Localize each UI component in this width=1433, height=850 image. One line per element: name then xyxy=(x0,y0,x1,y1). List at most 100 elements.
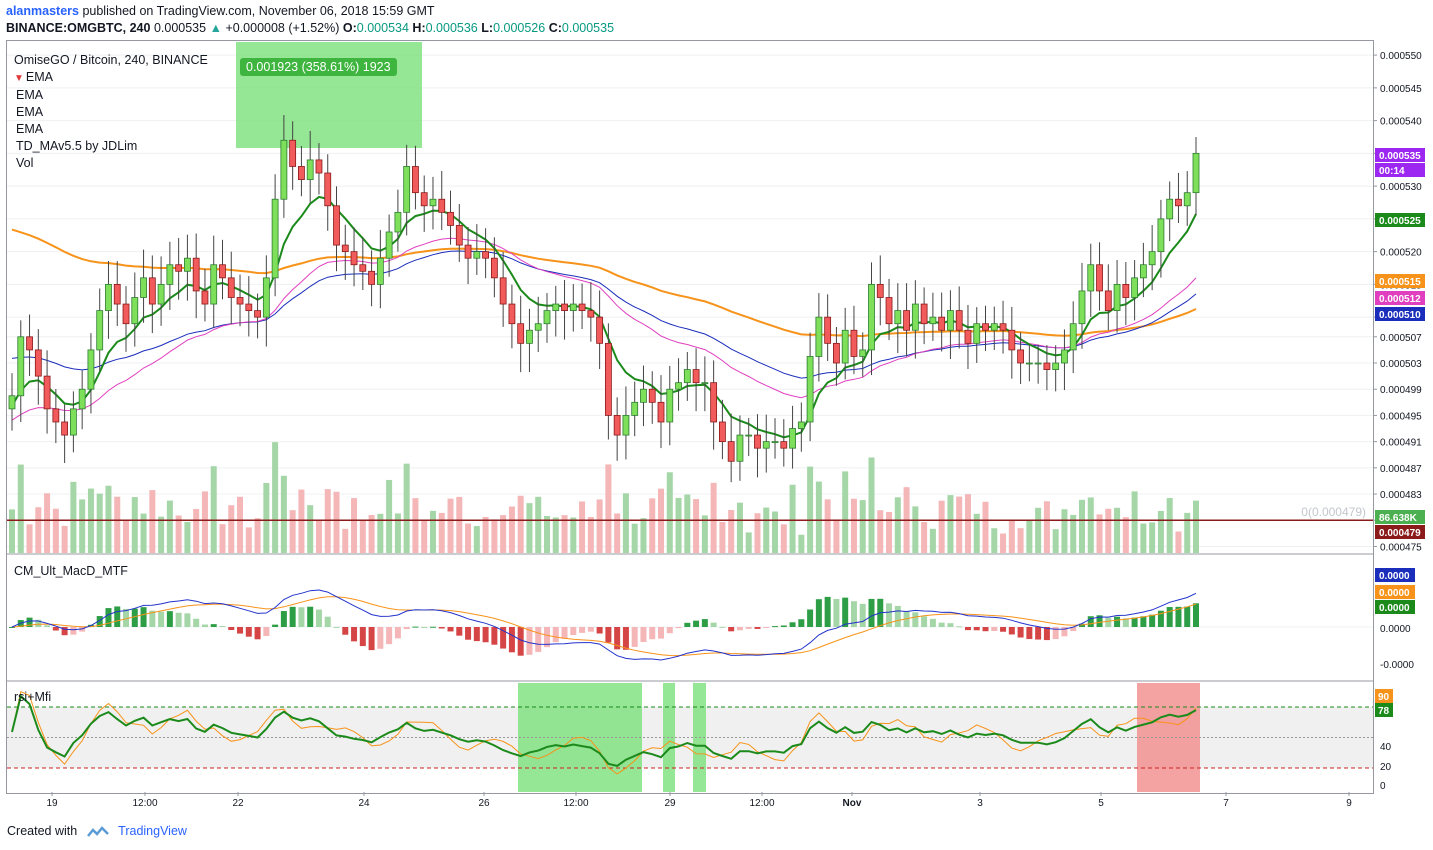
macd-histogram-bar xyxy=(421,626,428,628)
volume-bar xyxy=(1026,519,1033,553)
x-tick-label: 29 xyxy=(664,798,676,809)
volume-bar xyxy=(1166,498,1173,553)
volume-bar xyxy=(561,515,568,553)
macd-axis-label: -0.0000 xyxy=(1380,660,1414,671)
macd-histogram-bar xyxy=(44,625,51,627)
legend-item-ema4[interactable]: EMA xyxy=(16,122,44,136)
macd-histogram-bar xyxy=(123,608,130,627)
volume-bar xyxy=(991,528,998,553)
candle-body xyxy=(306,159,314,180)
ema-fast-line xyxy=(11,195,1197,439)
macd-histogram-bar xyxy=(315,609,322,627)
volume-bar xyxy=(1000,533,1007,553)
macd-histogram-bar xyxy=(140,607,147,627)
volume-bar xyxy=(79,499,86,553)
macd-histogram-bar xyxy=(377,627,384,649)
candle-body xyxy=(131,297,139,325)
candle-body xyxy=(982,323,989,331)
macd-histogram-bar xyxy=(359,627,366,647)
legend-item-vol[interactable]: Vol xyxy=(16,156,34,170)
high-label: H: xyxy=(412,21,426,35)
candle-body xyxy=(175,264,183,272)
volume-bar xyxy=(1122,517,1129,553)
macd-line xyxy=(11,589,1197,661)
legend-item-td-ma[interactable]: TD_MAv5.5 by JDLim xyxy=(16,139,138,153)
macd-histogram-bar xyxy=(815,599,822,627)
open-value: 0.000534 xyxy=(356,21,409,35)
macd-histogram-bar xyxy=(193,618,200,627)
legend-item-ema3[interactable]: EMA xyxy=(16,105,44,119)
price-label: 86.638K xyxy=(1379,513,1418,524)
macd-histogram-bar xyxy=(780,625,787,627)
volume-bar xyxy=(44,493,51,553)
candle-body xyxy=(903,310,910,331)
candle-body xyxy=(1175,198,1182,207)
candle-body xyxy=(26,336,33,351)
legend-item-ema2[interactable]: EMA xyxy=(16,88,44,102)
volume-bar xyxy=(482,516,489,553)
candle-body xyxy=(1034,362,1042,365)
volume-bar xyxy=(526,503,533,553)
low-label: L: xyxy=(481,21,494,35)
volume-bar xyxy=(833,519,840,553)
hide-arrow-icon[interactable]: ▼ xyxy=(14,73,24,84)
volume-bar xyxy=(307,505,314,553)
macd-histogram-bar xyxy=(26,617,33,627)
macd-histogram-bar xyxy=(1175,606,1182,627)
volume-bar xyxy=(921,522,928,553)
volume-bar xyxy=(438,512,445,553)
candle-body xyxy=(1061,349,1068,364)
macd-histogram-bar xyxy=(219,625,226,627)
macd-histogram-bar xyxy=(973,627,980,631)
candle-body xyxy=(604,342,612,416)
macd-histogram-bar xyxy=(552,627,559,643)
rsi-value-box xyxy=(1375,703,1393,717)
volume-bar xyxy=(9,509,15,553)
tradingview-link[interactable]: TradingView xyxy=(118,824,187,838)
low-value: 0.000526 xyxy=(493,21,546,35)
macd-histogram-bar xyxy=(991,627,998,632)
author-link[interactable]: alanmasters xyxy=(6,4,79,18)
candle-body xyxy=(955,310,963,331)
candle-body xyxy=(701,382,709,385)
candle-body xyxy=(640,388,647,403)
volume-bar xyxy=(807,466,814,553)
x-tick-label: 9 xyxy=(1346,798,1352,809)
volume-bar xyxy=(842,471,849,553)
y-tick-label: 0.000475 xyxy=(1380,542,1422,553)
last-price: 0.000535 xyxy=(153,21,207,35)
macd-value-label: 0.0000 xyxy=(1379,588,1410,599)
candle-body xyxy=(683,369,691,384)
macd-histogram-bar xyxy=(1026,627,1033,640)
chart-canvas[interactable]: 0(0.000479) 0.000550 0.000545 0.000540 0.000… xyxy=(0,0,1433,820)
legend-item-ema1[interactable]: ▼ EMA xyxy=(14,70,53,84)
macd-histogram-bar xyxy=(201,624,208,627)
candle-body xyxy=(1017,349,1024,364)
candle-body xyxy=(385,231,393,259)
x-tick-label: 22 xyxy=(232,798,244,809)
volume-bar xyxy=(614,513,621,553)
candle-body xyxy=(692,369,700,384)
candle-body xyxy=(262,277,270,318)
macd-histogram-bar xyxy=(465,627,472,640)
candle-body xyxy=(587,310,595,318)
macd-histogram-bar xyxy=(351,627,358,642)
volume-bar xyxy=(17,464,24,553)
volume-bar xyxy=(421,519,428,553)
candle-body xyxy=(517,323,525,344)
candle-body xyxy=(780,441,788,449)
candle-body xyxy=(797,421,805,429)
volume-bar xyxy=(324,489,331,553)
volume-bar xyxy=(798,534,805,553)
volume-bar xyxy=(587,516,594,553)
volume-bar xyxy=(1043,501,1050,553)
candle-body xyxy=(868,283,875,351)
y-tick-label: 0.000495 xyxy=(1380,411,1422,422)
candle-body xyxy=(1131,277,1139,298)
chart-frame xyxy=(6,40,1374,794)
candle-body xyxy=(675,382,682,390)
macd-histogram-bar xyxy=(280,611,287,627)
footer: Created with TradingView xyxy=(7,824,187,838)
macd-histogram-bar xyxy=(9,627,15,628)
x-tick-label: 26 xyxy=(478,798,490,809)
